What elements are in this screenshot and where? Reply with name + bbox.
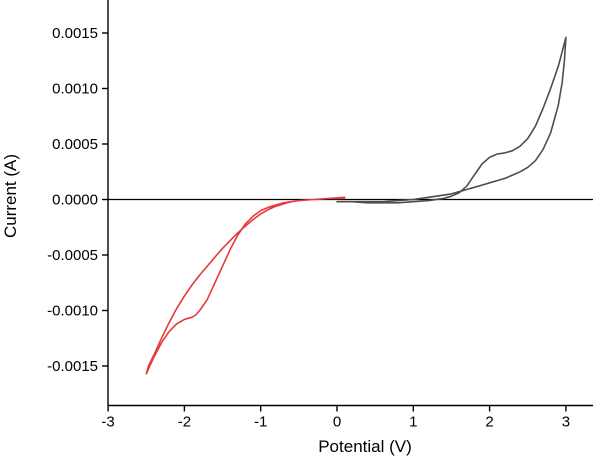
axes: -3 -2 -1 0 1 2 3 -0.0015 -0.0010 -0.0005 0.0000 0.0… [47, 0, 593, 431]
x-tick-label: -3 [101, 414, 114, 431]
series-cathodic-scan-red [145, 196, 346, 375]
y-tick-label: 0.0005 [52, 136, 98, 153]
x-tick-label: 2 [485, 414, 493, 431]
y-tick-label: 0.0010 [52, 81, 98, 98]
y-axis-label: Current (A) [1, 154, 20, 238]
y-tick-label: 0.0015 [52, 25, 98, 42]
y-tick-label: -0.0005 [47, 247, 98, 264]
x-axis-label: Potential (V) [318, 437, 412, 456]
x-tick-label: 0 [333, 414, 341, 431]
x-tick-label: -1 [254, 414, 267, 431]
y-tick-label: -0.0010 [47, 303, 98, 320]
data-series [145, 36, 567, 375]
x-tick-label: 1 [409, 414, 417, 431]
x-tick-label: -2 [178, 414, 191, 431]
y-tick-label: -0.0015 [47, 358, 98, 375]
y-tick-label: 0.0000 [52, 192, 98, 209]
series-anodic-scan-gray [336, 36, 567, 204]
x-tick-label: 3 [562, 414, 570, 431]
